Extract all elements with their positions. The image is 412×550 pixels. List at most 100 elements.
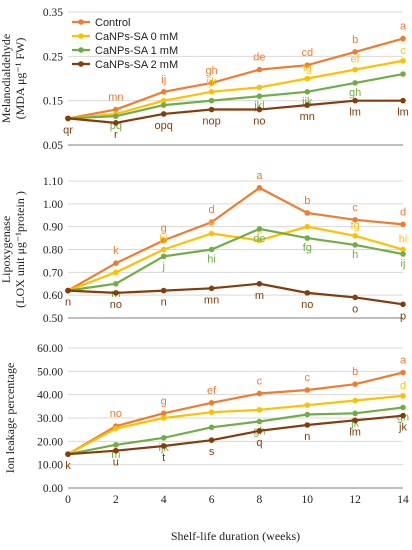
data-point	[113, 290, 119, 296]
significance-letter: b	[304, 195, 310, 207]
significance-letter: m	[111, 449, 120, 461]
significance-letter: ef	[207, 385, 217, 397]
significance-letter: e	[209, 218, 215, 230]
significance-letter: s	[209, 446, 215, 458]
series-line-control	[67, 371, 404, 456]
data-point	[160, 435, 167, 441]
y-tick-label: 30.00	[37, 413, 63, 425]
data-point	[160, 415, 167, 421]
data-point	[400, 221, 406, 228]
data-point	[113, 447, 119, 454]
significance-letter: a	[400, 21, 407, 33]
data-point	[352, 417, 358, 424]
significance-letter: gh	[205, 65, 217, 77]
y-tick-label: 40.00	[37, 390, 63, 402]
data-point	[160, 253, 167, 260]
data-point	[208, 246, 215, 253]
y-tick-label: 10.00	[37, 460, 63, 472]
significance-letter: mn	[108, 92, 123, 104]
significance-letter: n	[65, 297, 71, 309]
data-point	[352, 233, 358, 239]
series-line-control	[67, 37, 404, 120]
y-tick-label: 1.00	[43, 199, 63, 211]
data-point	[304, 387, 311, 393]
data-point	[400, 97, 406, 104]
data-point	[208, 97, 215, 104]
data-point	[304, 210, 311, 216]
significance-letter: o	[352, 303, 358, 315]
y-tick-label: 0.05	[43, 140, 63, 152]
data-point	[400, 71, 406, 77]
data-point	[352, 294, 358, 301]
significance-letter: jk	[350, 417, 359, 429]
series-line-canps-sa-1-mm	[67, 72, 404, 120]
x-tick-label: 2	[113, 494, 119, 506]
data-point	[160, 246, 167, 253]
y-tick-label: 0.60	[43, 290, 63, 302]
significance-letter: ijk	[206, 76, 217, 88]
significance-letter: b	[352, 366, 358, 378]
series-line-canps-sa-0-mm	[67, 59, 404, 120]
significance-letter: jkl	[253, 100, 264, 112]
data-point	[400, 301, 406, 308]
x-tick-label: 14	[397, 494, 409, 506]
data-point	[256, 84, 263, 91]
data-point	[400, 369, 406, 376]
data-point	[256, 280, 263, 287]
legend-label: CaNPs-SA 1 mM	[95, 45, 178, 57]
data-point	[113, 113, 119, 119]
significance-letter: t	[162, 452, 165, 464]
data-point	[208, 230, 215, 237]
y-tick-label: 0.80	[43, 245, 63, 257]
significance-letter: fg	[303, 242, 312, 254]
significance-letter: no	[110, 408, 122, 420]
data-point	[256, 226, 263, 232]
data-point	[208, 409, 215, 415]
significance-letter: ijk	[302, 96, 313, 108]
significance-letter: b	[352, 34, 358, 46]
significance-letter: d	[400, 380, 406, 392]
significance-letter: no	[110, 299, 122, 311]
data-point	[400, 412, 406, 419]
significance-letter: qr	[63, 124, 73, 136]
y-tick-label: 0.35	[43, 7, 63, 19]
data-point	[160, 287, 167, 294]
series-line-canps-sa-2-mm	[67, 282, 404, 306]
data-point	[304, 102, 311, 108]
data-point	[304, 411, 311, 418]
significance-letter: no	[253, 116, 265, 128]
data-point	[208, 89, 215, 95]
legend-marker	[78, 61, 84, 67]
data-point	[113, 280, 119, 287]
data-point	[256, 66, 263, 73]
x-axis-label: Shelf-life duration (weeks)	[171, 529, 300, 543]
data-point	[113, 425, 119, 432]
significance-letter: gh	[349, 87, 361, 99]
data-point	[113, 106, 119, 113]
significance-letter: mn	[204, 294, 219, 306]
series-line-control	[67, 186, 404, 292]
y-tick-label: 0.70	[43, 267, 63, 279]
significance-letter: c	[400, 45, 406, 57]
significance-letter: lm	[349, 107, 361, 119]
data-point	[65, 115, 71, 122]
data-point	[400, 404, 406, 411]
y-tick-label: 0.90	[43, 222, 63, 234]
data-point	[352, 397, 358, 404]
significance-letter: mn	[300, 111, 315, 123]
data-point	[160, 410, 167, 417]
y-tick-label: 20.00	[37, 436, 63, 448]
significance-letter: k	[113, 245, 119, 257]
legend-marker	[78, 47, 84, 53]
data-point	[256, 93, 263, 100]
data-point	[208, 80, 215, 86]
significance-letter: hi	[159, 234, 168, 246]
significance-letter: n	[161, 297, 167, 309]
significance-letter: lm	[349, 426, 361, 438]
y-axis-label: Lipoxygenase	[0, 216, 13, 283]
data-point	[256, 237, 263, 244]
data-point	[160, 102, 167, 108]
significance-letter: p	[400, 310, 406, 322]
significance-letter: ij	[401, 258, 406, 270]
